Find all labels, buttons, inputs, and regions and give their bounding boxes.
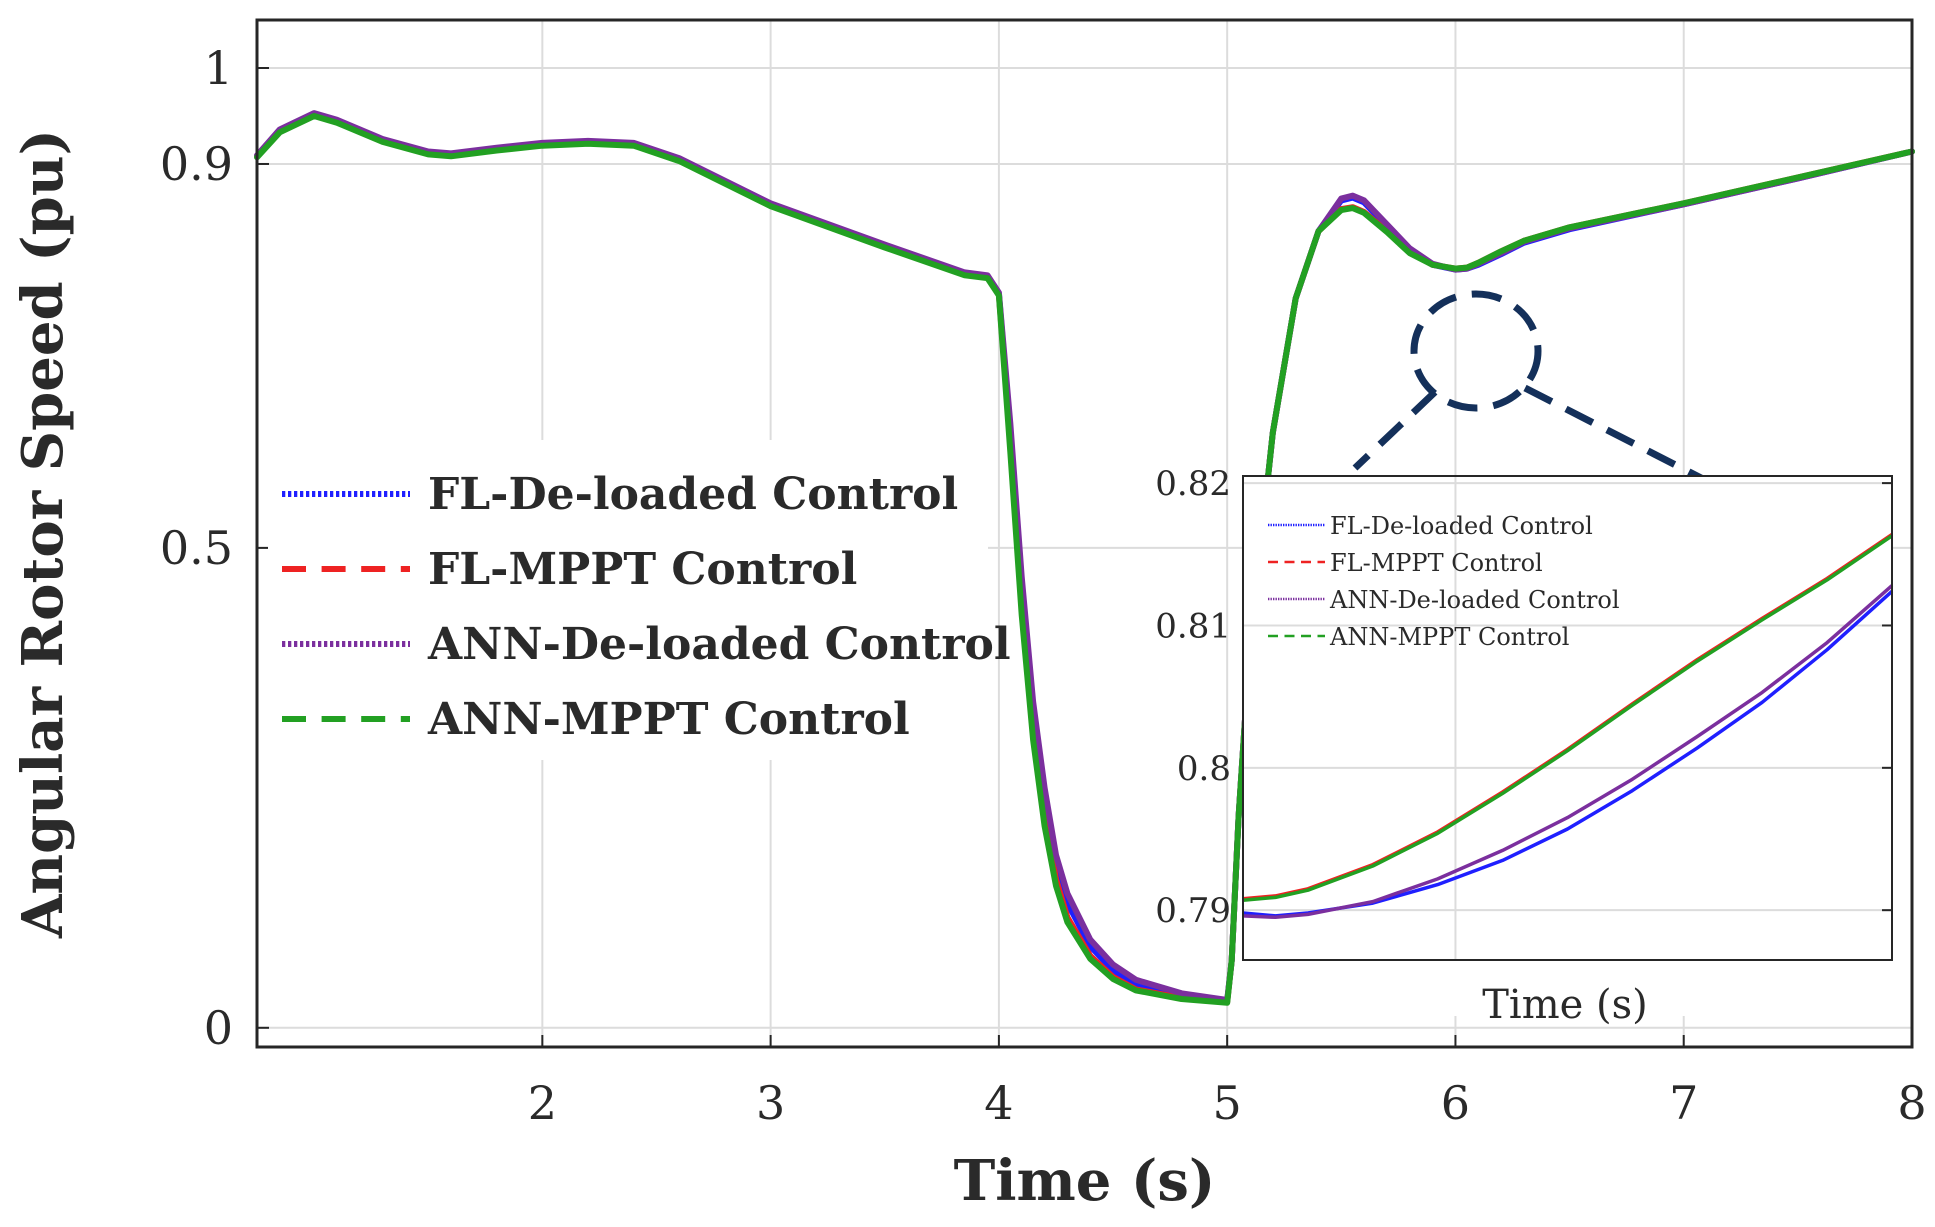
x-tick-label: 4 <box>984 1076 1013 1130</box>
inset-chart: 0.79 0.8 0.81 0.82 Time (s) FL-De-loaded Co… <box>1155 464 1894 1028</box>
main-plot-frame <box>255 18 1914 1049</box>
inset-series-group <box>1242 532 1894 920</box>
inset-legend-label-fl-mppt: FL-MPPT Control <box>1330 549 1543 577</box>
inset-ticks: 0.79 0.8 0.81 0.82 <box>1155 464 1892 931</box>
inset-y-tick-label: 0.8 <box>1177 749 1231 789</box>
inset-background <box>1243 476 1892 1016</box>
x-axis-title: Time (s) <box>954 1148 1216 1214</box>
main-ticks: 2 3 4 5 6 7 8 0 0.5 0.9 1 <box>160 41 1927 1130</box>
zoom-connector-right <box>1523 384 1707 484</box>
legend-label-fl-mppt: FL-MPPT Control <box>428 544 857 595</box>
y-tick-label: 1 <box>204 41 233 95</box>
y-axis-title: Angular Rotor Speed (pu) <box>10 129 76 939</box>
inset-y-tick-label: 0.79 <box>1155 891 1231 931</box>
inset-series-line-ann-mppt-control <box>1242 534 1893 902</box>
y-tick-label: 0.9 <box>160 137 233 191</box>
x-tick-label: 6 <box>1441 1076 1470 1130</box>
x-tick-label: 2 <box>528 1076 557 1130</box>
inset-legend-label-ann-mppt: ANN-MPPT Control <box>1329 623 1569 651</box>
y-tick-label: 0 <box>204 1001 233 1055</box>
inset-legend-label-fl-deloaded: FL-De-loaded Control <box>1330 512 1593 540</box>
legend-label-ann-deloaded: ANN-De-loaded Control <box>427 619 1011 670</box>
main-legend-background <box>268 440 988 760</box>
legend-label-ann-mppt: ANN-MPPT Control <box>427 694 910 745</box>
inset-y-tick-label: 0.81 <box>1155 606 1231 646</box>
x-tick-label: 7 <box>1669 1076 1698 1130</box>
zoom-ellipse <box>1410 290 1542 412</box>
x-tick-label: 8 <box>1897 1076 1926 1130</box>
inset-plot-frame <box>1242 475 1893 961</box>
inset-series-line-ann-de-loaded-control <box>1242 584 1894 920</box>
inset-legend-label-ann-deloaded: ANN-De-loaded Control <box>1329 586 1620 614</box>
zoom-callout <box>1352 290 1707 484</box>
x-tick-label: 3 <box>756 1076 785 1130</box>
inset-x-axis-title: Time (s) <box>1482 982 1648 1028</box>
series-line-ann-mppt-control <box>254 113 1915 1006</box>
inset-legend: FL-De-loaded Control FL-MPPT Control ANN… <box>1268 512 1620 651</box>
legend-label-fl-deloaded: FL-De-loaded Control <box>428 469 958 520</box>
main-series-group <box>254 110 1915 1006</box>
x-tick-label: 5 <box>1213 1076 1242 1130</box>
zoom-connector-left <box>1352 389 1438 471</box>
y-tick-label: 0.5 <box>160 521 233 575</box>
inset-y-tick-label: 0.82 <box>1155 464 1231 504</box>
main-legend: FL-De-loaded Control FL-MPPT Control ANN… <box>268 440 1011 760</box>
